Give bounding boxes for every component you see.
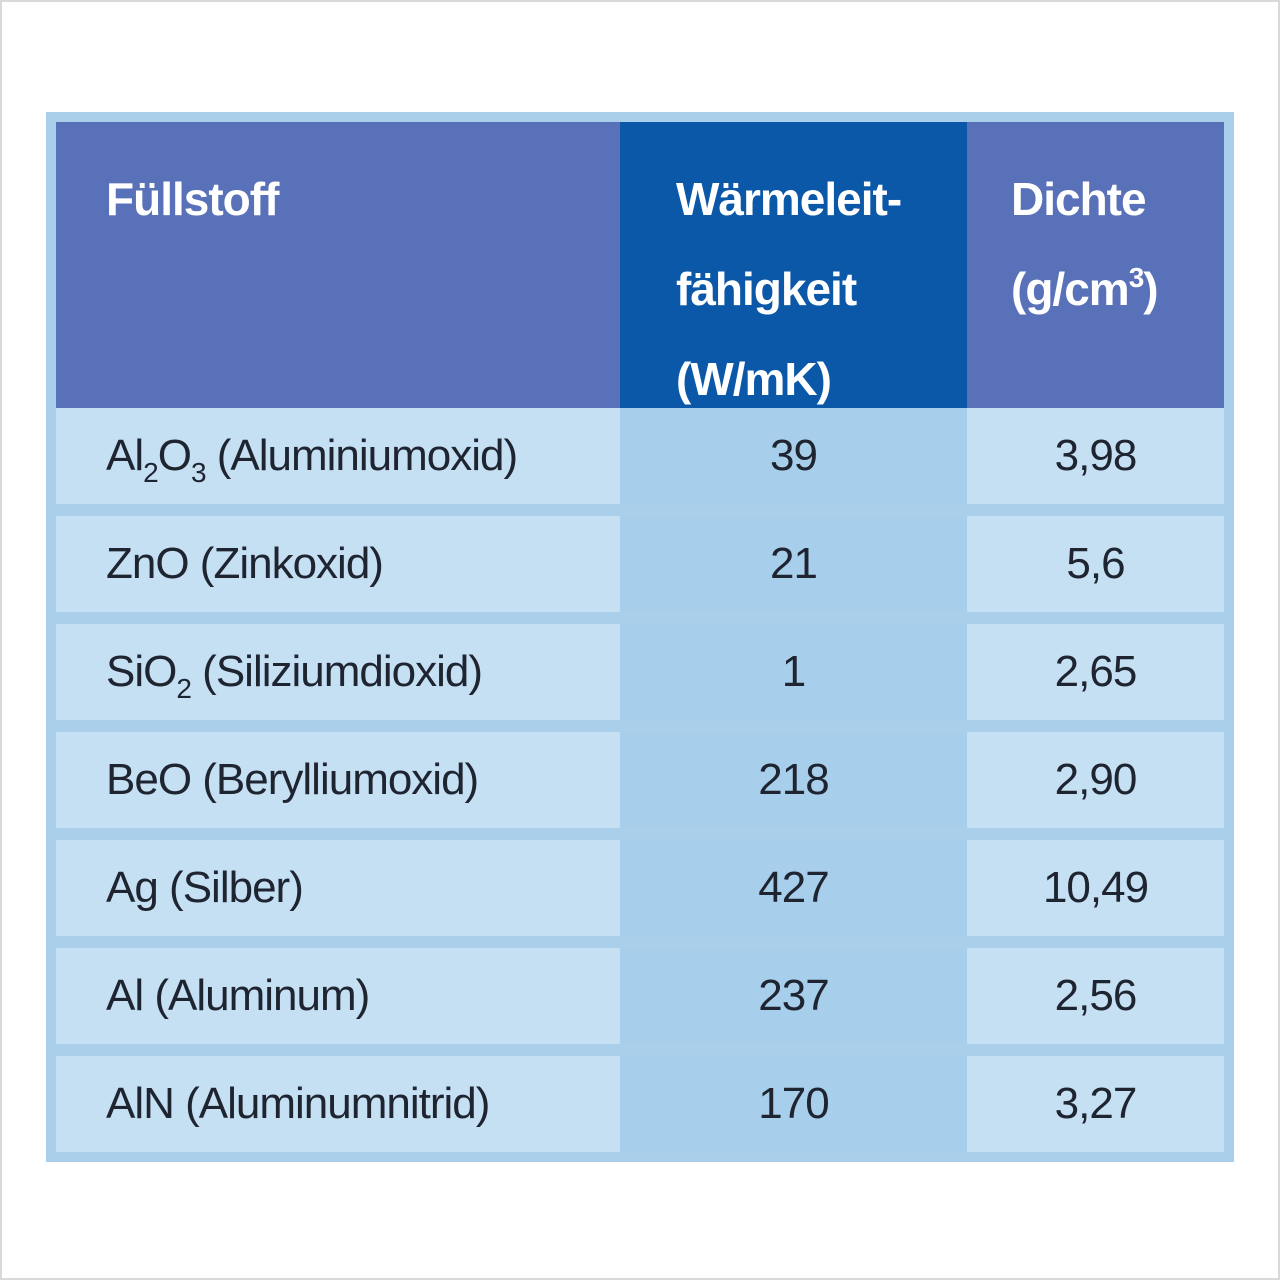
- conductivity-cell: 21: [620, 516, 967, 612]
- header-line: (W/mK): [676, 334, 967, 424]
- table-row: Al (Aluminum) 237 2,56: [56, 948, 1224, 1044]
- header-line: fähigkeit: [676, 244, 967, 334]
- text-segment: ZnO (Zinkoxid): [106, 539, 384, 588]
- text-segment: AlN (Aluminumnitrid): [106, 1079, 490, 1128]
- material-label: AlN (Aluminumnitrid): [106, 1079, 490, 1129]
- text-segment: (Aluminiumoxid): [205, 431, 518, 480]
- text-segment: (W/mK): [676, 353, 832, 405]
- density-cell: 5,6: [967, 516, 1224, 612]
- table-row: AlN (Aluminumnitrid) 170 3,27: [56, 1056, 1224, 1152]
- header-cell-density: Dichte (g/cm3): [967, 122, 1224, 408]
- text-segment: Al: [106, 431, 144, 480]
- density-cell: 3,98: [967, 408, 1224, 504]
- material-cell: AlN (Aluminumnitrid): [56, 1056, 620, 1152]
- text-segment: BeO (Berylliumoxid): [106, 755, 479, 804]
- density-cell: 2,65: [967, 624, 1224, 720]
- table-grid: Füllstoff Wärmeleit-fähigkeit (W/mK) Dich…: [56, 122, 1224, 1152]
- subscript: 2: [143, 457, 159, 488]
- density-cell: 2,56: [967, 948, 1224, 1044]
- material-cell: BeO (Berylliumoxid): [56, 732, 620, 828]
- text-segment: (g/cm: [1011, 263, 1130, 315]
- material-cell: ZnO (Zinkoxid): [56, 516, 620, 612]
- subscript: 3: [190, 457, 207, 488]
- header-filler-label: Füllstoff: [106, 173, 279, 225]
- text-segment: ): [1143, 263, 1158, 315]
- material-label: Al (Aluminum): [106, 971, 370, 1021]
- text-segment: O: [157, 431, 192, 480]
- material-label: SiO2 (Siliziumdioxid): [106, 647, 483, 703]
- text-segment: Ag (Silber): [106, 863, 304, 912]
- text-segment: SiO: [106, 647, 177, 696]
- text-segment: fähigkeit: [676, 263, 857, 315]
- table-header-row: Füllstoff Wärmeleit-fähigkeit (W/mK) Dich…: [56, 122, 1224, 408]
- conductivity-cell: 427: [620, 840, 967, 936]
- table-row: BeO (Berylliumoxid) 218 2,90: [56, 732, 1224, 828]
- table-body: Al2O3 (Aluminiumoxid) 39 3,98 ZnO (Zinkoxid…: [56, 408, 1224, 1152]
- table-row: Al2O3 (Aluminiumoxid) 39 3,98: [56, 408, 1224, 504]
- material-cell: Al (Aluminum): [56, 948, 620, 1044]
- materials-table: Füllstoff Wärmeleit-fähigkeit (W/mK) Dich…: [46, 112, 1234, 1162]
- material-cell: Ag (Silber): [56, 840, 620, 936]
- material-cell: SiO2 (Siliziumdioxid): [56, 624, 620, 720]
- material-cell: Al2O3 (Aluminiumoxid): [56, 408, 620, 504]
- text-segment: Al (Aluminum): [106, 971, 370, 1020]
- header-cell-conductivity: Wärmeleit-fähigkeit (W/mK): [620, 122, 967, 408]
- header-line: (g/cm3): [1011, 244, 1224, 334]
- table-row: ZnO (Zinkoxid) 21 5,6: [56, 516, 1224, 612]
- material-label: Ag (Silber): [106, 863, 304, 913]
- material-label: BeO (Berylliumoxid): [106, 755, 479, 805]
- table-row: Ag (Silber) 427 10,49: [56, 840, 1224, 936]
- text-segment: Dichte: [1011, 173, 1147, 225]
- subscript: 2: [176, 673, 192, 704]
- density-cell: 10,49: [967, 840, 1224, 936]
- text-segment: Wärmeleit-: [676, 173, 902, 225]
- material-label: ZnO (Zinkoxid): [106, 539, 384, 589]
- conductivity-cell: 39: [620, 408, 967, 504]
- text-segment: (Siliziumdioxid): [190, 647, 483, 696]
- conductivity-cell: 1: [620, 624, 967, 720]
- density-cell: 3,27: [967, 1056, 1224, 1152]
- superscript: 3: [1128, 262, 1145, 293]
- conductivity-cell: 170: [620, 1056, 967, 1152]
- conductivity-cell: 237: [620, 948, 967, 1044]
- density-cell: 2,90: [967, 732, 1224, 828]
- table-row: SiO2 (Siliziumdioxid) 1 2,65: [56, 624, 1224, 720]
- header-line: Dichte: [1011, 154, 1224, 244]
- header-cell-filler: Füllstoff: [56, 122, 620, 408]
- conductivity-cell: 218: [620, 732, 967, 828]
- header-line: Wärmeleit-: [676, 154, 967, 244]
- material-label: Al2O3 (Aluminiumoxid): [106, 431, 518, 487]
